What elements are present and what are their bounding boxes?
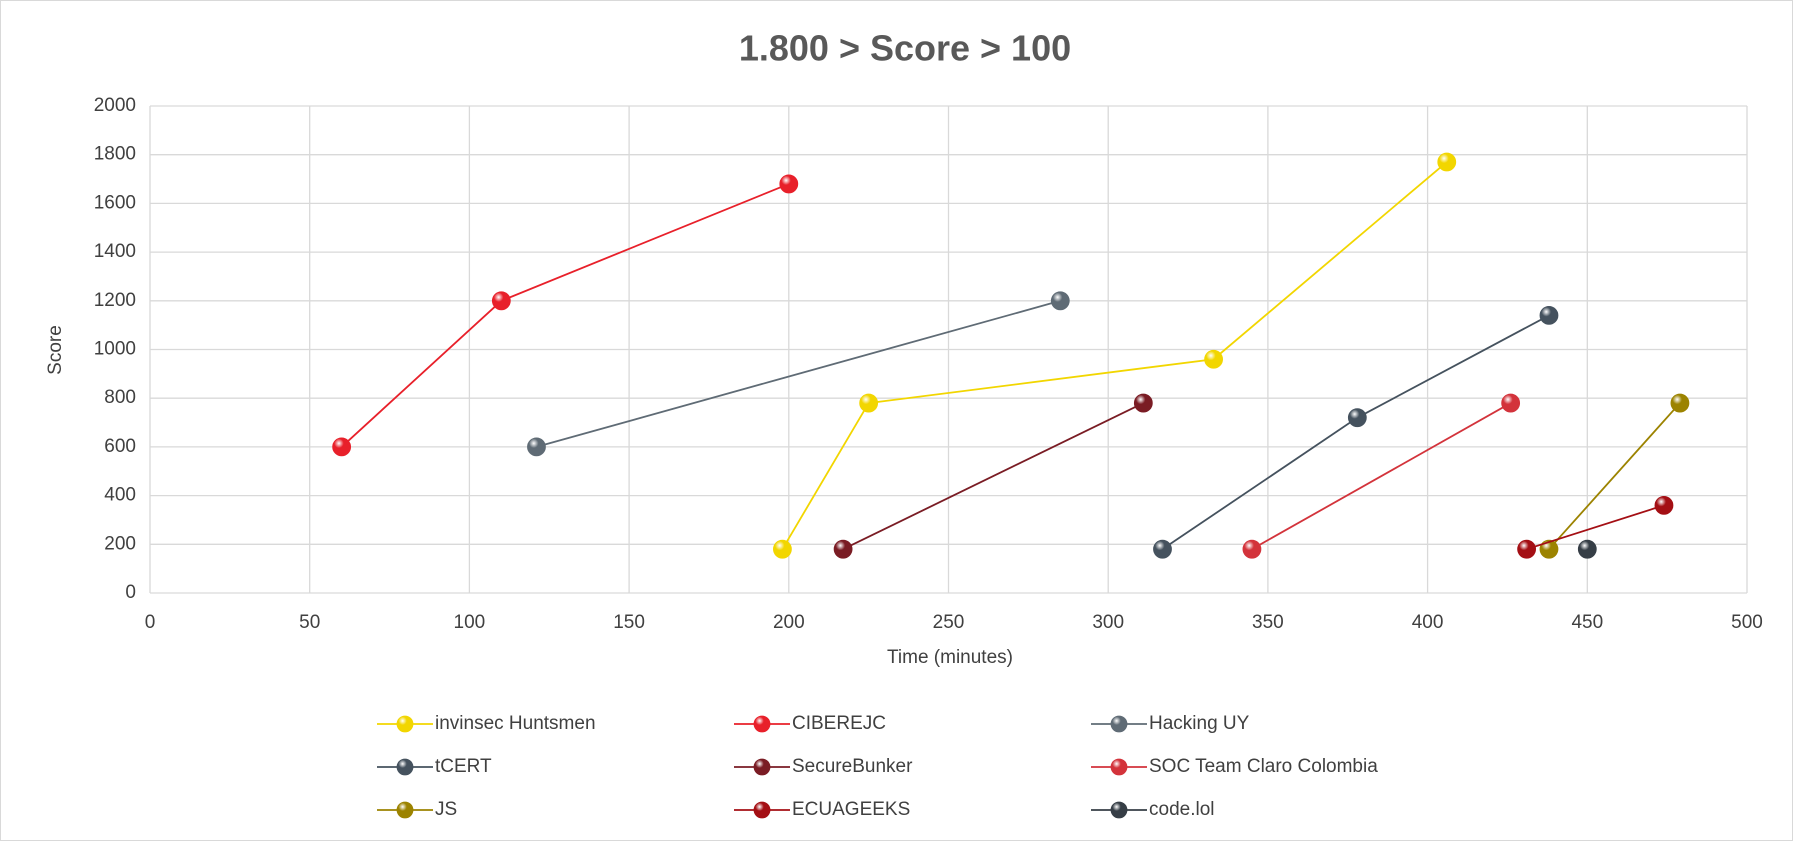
y-tick-label: 2000 [94,95,136,116]
y-tick-label: 1200 [94,290,136,311]
legend-marker [1110,801,1128,819]
x-tick-label: 450 [1571,612,1603,633]
legend-marker [753,758,771,776]
y-tick-label: 800 [104,387,136,408]
data-point [1437,152,1457,172]
y-tick-label: 1600 [94,192,136,213]
legend-marker [396,758,414,776]
x-tick-label: 350 [1252,612,1284,633]
y-tick-label: 600 [104,436,136,457]
data-point [1242,539,1262,559]
series-line [536,299,1061,448]
data-point [1539,306,1559,325]
y-tick-label: 1800 [94,144,136,165]
data-point [1153,539,1172,559]
data-point [1670,393,1690,413]
legend-label: JS [435,799,457,820]
data-point [1050,291,1070,311]
y-axis-label: Score [45,325,66,375]
y-tick-label: 1400 [94,241,136,262]
x-tick-label: 500 [1731,612,1763,633]
data-point [1654,495,1674,515]
legend-marker [1110,715,1128,733]
data-point [527,437,546,457]
data-point [491,291,511,311]
x-tick-label: 400 [1412,612,1444,633]
data-point [773,539,792,559]
data-point [1204,349,1224,369]
legend-label: invinsec Huntsmen [435,713,596,734]
legend-label: CIBEREJC [792,713,886,734]
data-point [779,174,799,194]
y-tick-label: 400 [104,485,136,506]
x-tick-label: 250 [933,612,965,633]
legend-label: code.lol [1149,799,1215,820]
legend-label: SOC Team Claro Colombia [1149,756,1378,777]
legend-label: ECUAGEEKS [792,799,910,820]
legend-marker [1110,758,1128,776]
x-tick-label: 200 [773,612,805,633]
y-tick-label: 0 [125,582,136,603]
series-line [781,161,1448,550]
series-line [1526,504,1665,551]
x-tick-label: 300 [1092,612,1124,633]
data-point [332,437,352,457]
legend-label: Hacking UY [1149,713,1250,734]
y-tick-label: 200 [104,533,136,554]
series-line [842,402,1144,550]
y-tick-label: 1000 [94,339,136,360]
legend-marker [753,715,771,733]
data-point [1133,393,1153,413]
data-point [1501,393,1521,413]
data-point [859,393,879,413]
legend-label: SecureBunker [792,756,913,777]
data-point [1517,539,1537,559]
x-tick-label: 100 [454,612,486,633]
legend-marker [396,715,414,733]
legend-marker [396,801,414,819]
data-point [1347,408,1367,428]
data-point [1539,539,1559,559]
x-tick-label: 0 [145,612,156,633]
data-point [1577,539,1597,559]
x-axis-label: Time (minutes) [887,647,1013,668]
series-line [1251,402,1512,550]
series-line [1548,402,1681,550]
chart-title: 1.800 > Score > 100 [739,28,1071,69]
x-tick-label: 50 [299,612,320,633]
data-point [833,539,853,559]
legend-label: tCERT [435,756,492,777]
x-tick-label: 150 [613,612,645,633]
legend-marker [753,801,771,819]
